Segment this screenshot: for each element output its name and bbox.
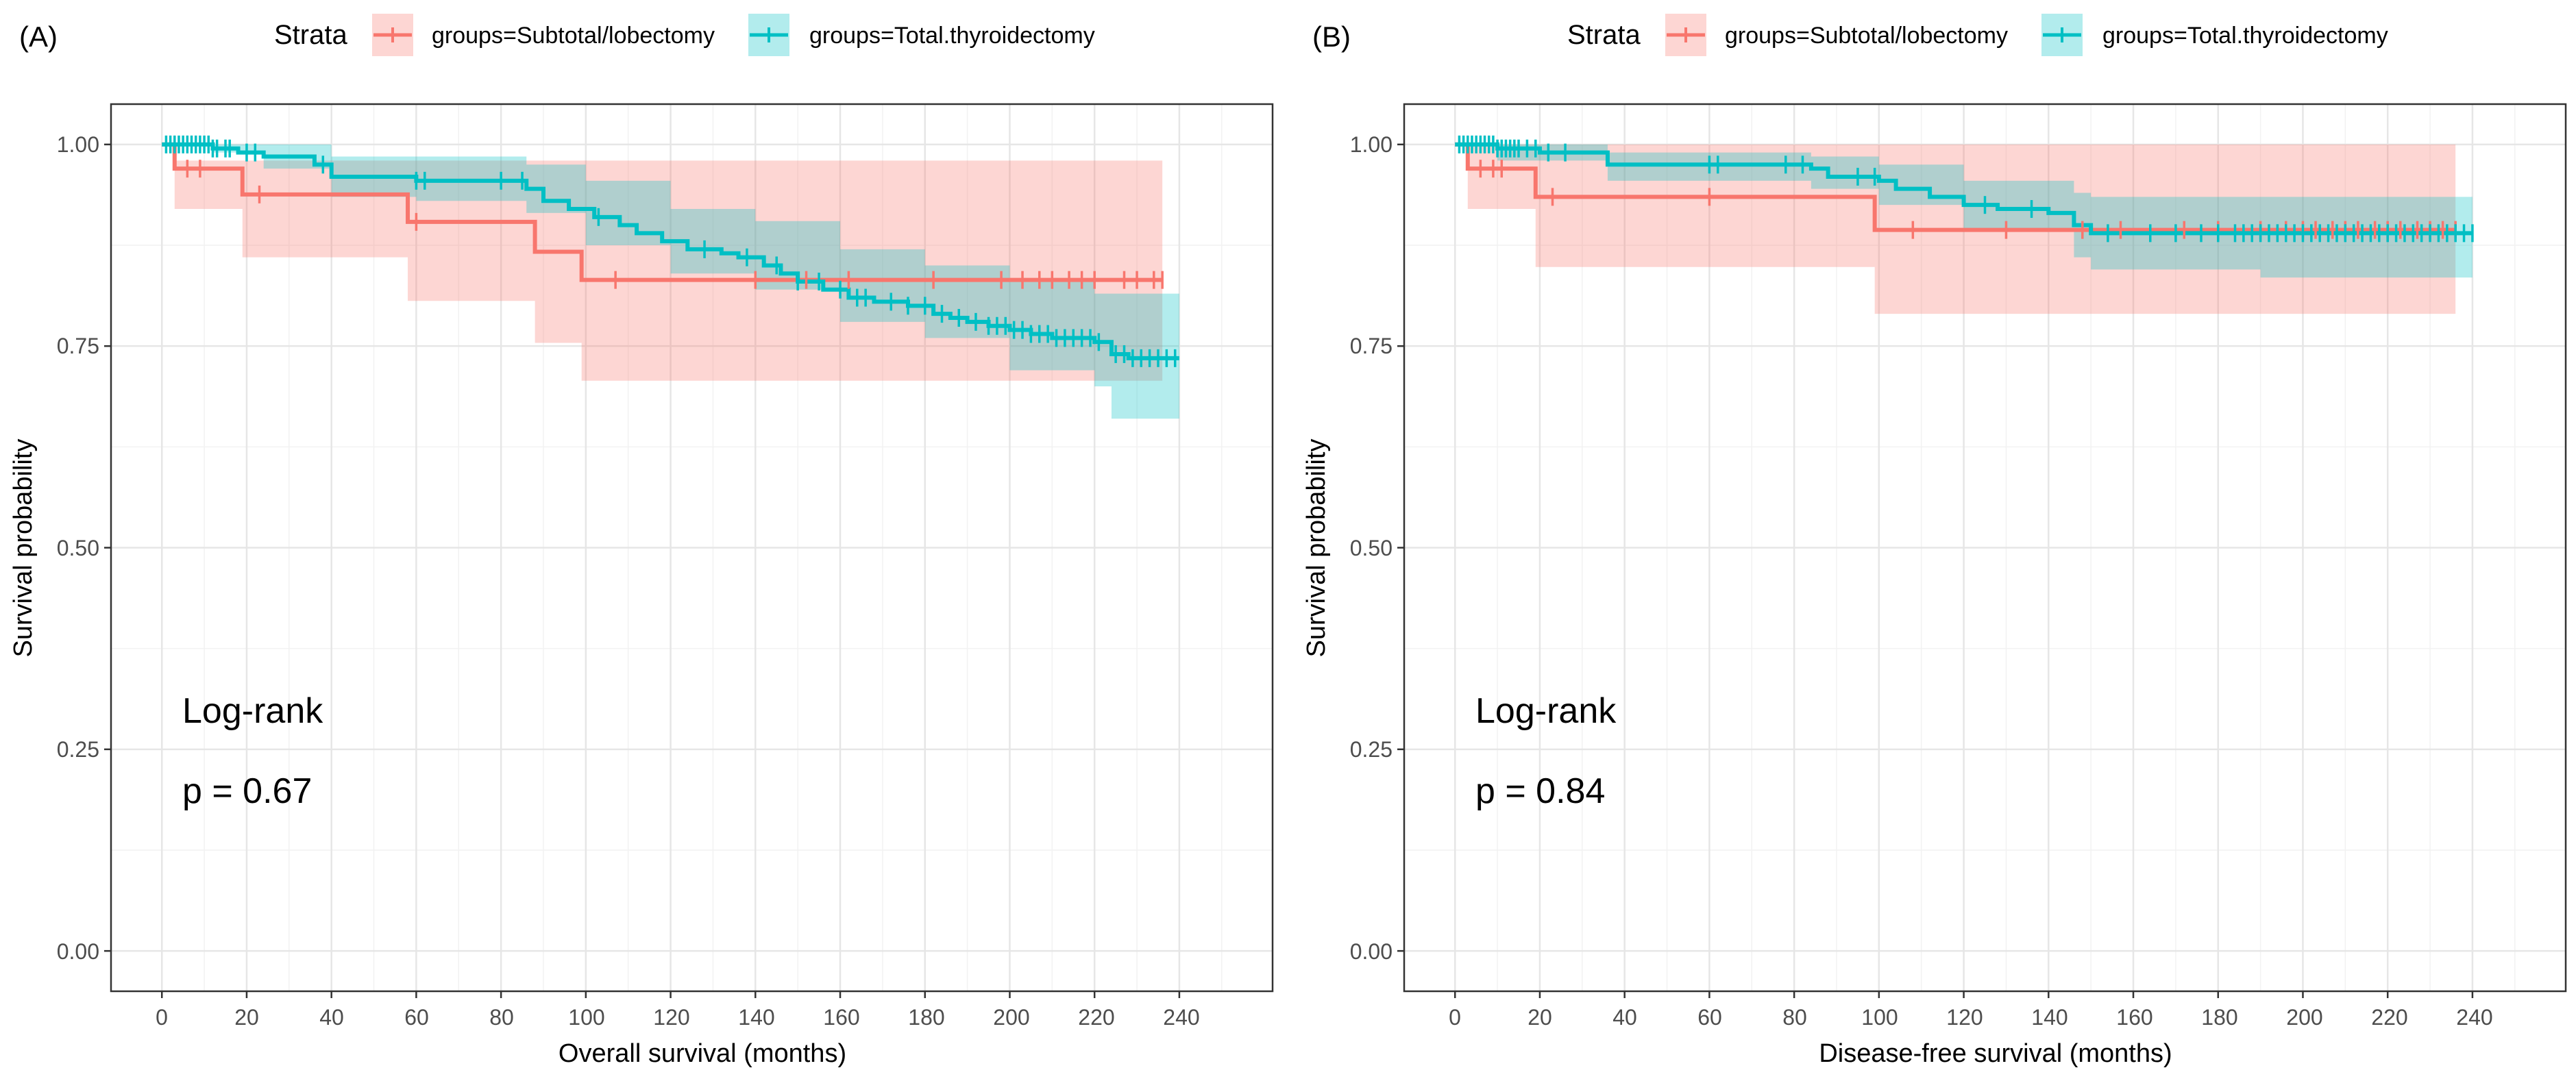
x-tick-label: 180 xyxy=(908,1005,944,1030)
y-tick-label: 0.00 xyxy=(1350,939,1393,964)
panel-label: (B) xyxy=(1312,21,1351,53)
x-tick-label: 0 xyxy=(156,1005,168,1030)
survival-line-total xyxy=(162,142,1179,360)
x-tick-label: 20 xyxy=(234,1005,259,1030)
y-axis: 0.00 0.25 0.50 0.75 1.00 xyxy=(1350,132,1393,964)
logrank-pvalue: p = 0.84 xyxy=(1475,771,1605,811)
ci-band-total xyxy=(1455,144,2473,278)
x-tick-label: 80 xyxy=(1782,1005,1807,1030)
y-tick-label: 1.00 xyxy=(57,132,99,157)
x-tick-label: 60 xyxy=(1697,1005,1722,1030)
legend-label-total: groups=Total.thyroidectomy xyxy=(2102,23,2388,49)
x-tick-label: 140 xyxy=(738,1005,774,1030)
y-axis-title: Survival probability xyxy=(9,439,38,658)
survival-line-subtotal xyxy=(162,142,1163,282)
x-tick-label: 60 xyxy=(404,1005,429,1030)
survival-curves xyxy=(162,142,1179,360)
logrank-title: Log-rank xyxy=(182,691,323,731)
x-axis: 0 20 40 60 80 100 120 140 160 180 200 22… xyxy=(1449,1005,2493,1030)
x-axis: 0 20 40 60 80 100 120 140 160 180 200 22… xyxy=(156,1005,1200,1030)
x-tick-label: 100 xyxy=(1861,1005,1898,1030)
censor-marks xyxy=(164,135,1177,367)
logrank-pvalue: p = 0.67 xyxy=(182,771,312,811)
survival-line-total xyxy=(1455,142,2473,236)
x-axis-title: Disease-free survival (months) xyxy=(1819,1039,2172,1068)
y-tick-label: 0.50 xyxy=(57,536,99,560)
legend-label-total: groups=Total.thyroidectomy xyxy=(809,23,1095,49)
grid xyxy=(111,104,1273,991)
y-tick-label: 0.00 xyxy=(57,939,99,964)
legend: Strata groups=Subtotal/lobectomy groups=… xyxy=(274,14,1095,56)
x-tick-label: 0 xyxy=(1449,1005,1461,1030)
x-tick-label: 80 xyxy=(489,1005,514,1030)
logrank-title: Log-rank xyxy=(1475,691,1617,731)
legend-title: Strata xyxy=(274,20,347,50)
x-tick-label: 160 xyxy=(823,1005,859,1030)
x-tick-label: 120 xyxy=(1946,1005,1983,1030)
x-tick-label: 220 xyxy=(1078,1005,1114,1030)
legend-label-subtotal: groups=Subtotal/lobectomy xyxy=(1725,23,2008,49)
x-tick-label: 100 xyxy=(568,1005,604,1030)
legend-title: Strata xyxy=(1567,20,1641,50)
y-axis: 0.00 0.25 0.50 0.75 1.00 xyxy=(57,132,99,964)
y-tick-label: 0.75 xyxy=(1350,334,1393,358)
x-tick-label: 200 xyxy=(993,1005,1029,1030)
x-tick-label: 40 xyxy=(1612,1005,1637,1030)
panel-b: (B) Strata groups=Subtotal/lobectomy gro… xyxy=(1302,14,2567,1068)
y-tick-label: 0.25 xyxy=(57,737,99,762)
x-tick-label: 20 xyxy=(1528,1005,1552,1030)
ci-band-subtotal xyxy=(162,144,1163,381)
x-tick-label: 180 xyxy=(2201,1005,2237,1030)
legend-label-subtotal: groups=Subtotal/lobectomy xyxy=(432,23,715,49)
x-axis-title: Overall survival (months) xyxy=(559,1039,846,1068)
panel-a: (A) Strata groups=Subtotal/lobectomy gro… xyxy=(9,14,1274,1068)
x-tick-label: 160 xyxy=(2116,1005,2152,1030)
y-axis-title: Survival probability xyxy=(1302,439,1331,658)
plot-area xyxy=(104,103,1274,998)
y-tick-label: 1.00 xyxy=(1350,132,1393,157)
y-tick-label: 0.75 xyxy=(57,334,99,358)
y-tick-label: 0.25 xyxy=(1350,737,1393,762)
x-tick-label: 140 xyxy=(2031,1005,2068,1030)
x-tick-label: 200 xyxy=(2286,1005,2322,1030)
grid xyxy=(1404,104,2566,991)
x-tick-label: 40 xyxy=(319,1005,344,1030)
censor-marks xyxy=(1458,135,2474,243)
legend: Strata groups=Subtotal/lobectomy groups=… xyxy=(1567,14,2388,56)
y-tick-label: 0.50 xyxy=(1350,536,1393,560)
plot-area xyxy=(1397,103,2567,998)
x-tick-label: 220 xyxy=(2371,1005,2407,1030)
x-tick-label: 240 xyxy=(2456,1005,2492,1030)
x-tick-label: 120 xyxy=(653,1005,689,1030)
x-tick-label: 240 xyxy=(1163,1005,1199,1030)
panel-label: (A) xyxy=(19,21,58,53)
